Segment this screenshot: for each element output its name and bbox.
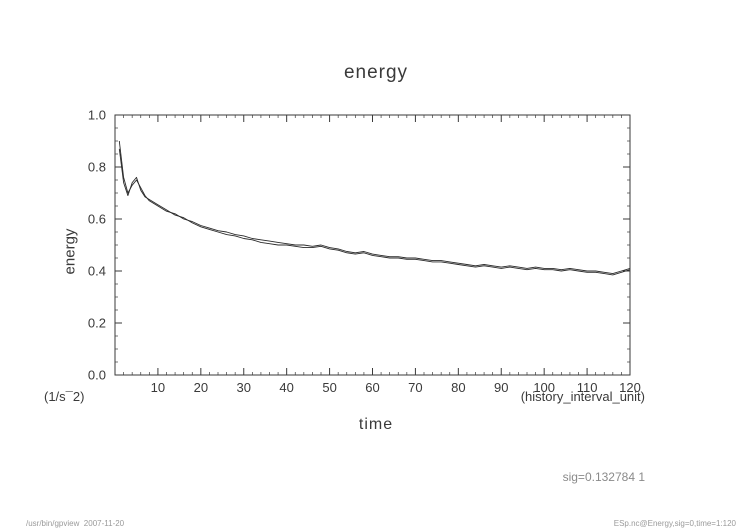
y-axis-label: energy	[61, 228, 79, 275]
series-line	[118, 148, 631, 276]
footer-command-line: /usr/bin/gpview 2007-11-20	[26, 519, 125, 528]
x-tick-label: 100	[533, 380, 555, 395]
y-tick-label: 0.8	[88, 160, 106, 175]
y-tick-label: 1.0	[88, 108, 106, 123]
x-tick-label: 80	[451, 380, 465, 395]
plot-frame	[114, 114, 631, 376]
y-unit-label: (1/s¯2)	[44, 389, 85, 404]
x-axis-label: time	[358, 416, 394, 433]
x-tick-label: 60	[365, 380, 379, 395]
x-tick-label: 40	[279, 380, 293, 395]
x-tick-label: 90	[494, 380, 508, 395]
y-tick-label: 0.4	[88, 264, 106, 279]
y-tick-label: 0.6	[88, 212, 106, 227]
chart-title: energy	[343, 62, 409, 83]
x-tick-label: 30	[237, 380, 251, 395]
series-line	[118, 140, 631, 275]
y-tick-label: 0.2	[88, 316, 106, 331]
x-tick-label: 110	[577, 380, 598, 395]
footer-dataset-info: ESp.nc@Energy,sig=0,time=1:120	[613, 519, 736, 528]
x-tick-label: 10	[151, 380, 165, 395]
x-unit-label: (history_interval_unit)	[520, 389, 645, 404]
x-tick-label: 70	[408, 380, 422, 395]
x-tick-label: 50	[322, 380, 336, 395]
x-tick-label: 120	[619, 380, 641, 395]
sig-annotation: sig=0.132784 1	[562, 470, 645, 484]
y-tick-label: 0.0	[88, 368, 106, 383]
x-tick-label: 20	[194, 380, 208, 395]
